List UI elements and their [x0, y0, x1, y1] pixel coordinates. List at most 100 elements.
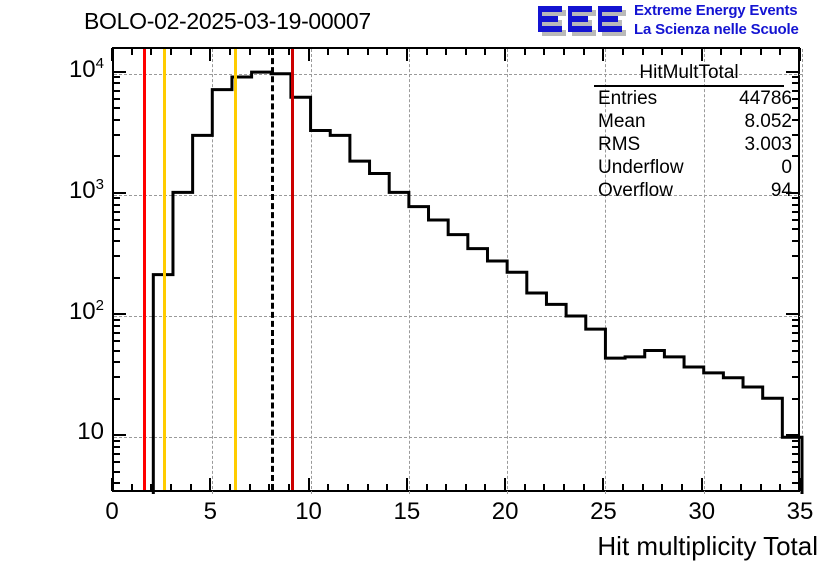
y-tick-minor-right: [792, 89, 799, 92]
x-tick-minor: [641, 484, 644, 491]
marker-line-gold-high: [233, 49, 237, 490]
stats-row-name: Underflow: [598, 157, 684, 178]
x-tick-major-top: [209, 48, 212, 61]
eee-logo: Extreme Energy Events La Scienza nelle S…: [536, 2, 836, 42]
x-tick-major-top: [700, 48, 703, 61]
x-tick-minor-top: [740, 48, 743, 55]
stats-box-title: HitMultTotal: [594, 62, 784, 87]
x-tick-minor: [740, 484, 743, 491]
page-title: BOLO-02-2025-03-19-00007: [84, 8, 371, 34]
y-tick-minor: [113, 376, 120, 379]
stats-row: RMS 3.003: [598, 134, 792, 157]
x-tick-minor-top: [582, 48, 585, 55]
x-tick-minor: [543, 484, 546, 491]
x-tick-label: 35: [786, 498, 814, 525]
stats-row-name: Mean: [598, 111, 646, 132]
y-tick-minor: [113, 218, 120, 221]
x-tick-minor: [150, 484, 153, 491]
y-tick-minor: [113, 318, 120, 321]
x-tick-major: [307, 478, 310, 491]
y-tick-minor: [113, 228, 120, 231]
x-tick-major: [700, 478, 703, 491]
x-tick-minor-top: [346, 48, 349, 55]
y-tick-minor-right: [792, 361, 799, 364]
x-tick-minor-top: [268, 48, 271, 55]
gridline-vertical: [310, 49, 312, 494]
stats-box: HitMultTotal Entries 44786 Mean 8.052 RMS 3.0…: [594, 62, 800, 206]
x-tick-minor: [681, 484, 684, 491]
x-tick-minor: [622, 484, 625, 491]
x-tick-label: 10: [295, 498, 322, 525]
x-tick-minor-top: [563, 48, 566, 55]
y-tick-minor-right: [792, 134, 799, 137]
y-tick-minor: [113, 276, 120, 279]
x-tick-minor-top: [779, 48, 782, 55]
y-tick-minor: [113, 324, 120, 327]
eee-logo-text: Extreme Energy Events La Scienza nelle S…: [634, 2, 836, 40]
x-tick-major-top: [799, 48, 801, 61]
x-tick-minor: [661, 484, 664, 491]
x-tick-major-top: [405, 48, 408, 61]
x-tick-minor: [287, 484, 290, 491]
x-tick-minor-top: [130, 48, 133, 55]
x-tick-minor-top: [248, 48, 251, 55]
y-tick-minor-right: [792, 82, 799, 85]
y-tick-minor: [113, 197, 120, 200]
stats-row: Entries 44786: [598, 88, 792, 111]
y-tick-minor: [113, 118, 120, 121]
y-tick-minor: [113, 339, 120, 342]
y-tick-minor: [113, 82, 120, 85]
y-tick-minor: [113, 255, 120, 258]
y-tick-minor-right: [792, 240, 799, 243]
x-tick-minor-top: [287, 48, 290, 55]
eee-logo-icon: [538, 6, 626, 36]
y-tick-minor-right: [792, 461, 799, 464]
stats-row-value: 3.003: [744, 134, 792, 155]
x-tick-major: [799, 478, 801, 491]
y-tick-minor: [113, 240, 120, 243]
marker-line-red-low: [143, 49, 147, 490]
x-tick-minor-top: [464, 48, 467, 55]
x-tick-major-top: [602, 48, 605, 61]
x-tick-minor: [582, 484, 585, 491]
x-axis-title: Hit multiplicity Total: [597, 531, 818, 561]
x-tick-minor: [169, 484, 172, 491]
y-tick-minor-right: [792, 118, 799, 121]
y-tick-major: [113, 191, 126, 194]
x-tick-minor: [484, 484, 487, 491]
x-tick-label: 20: [491, 498, 519, 525]
y-tick-minor-right: [792, 203, 799, 206]
eee-logo-mark: [536, 4, 628, 36]
x-tick-minor: [523, 484, 526, 491]
y-tick-label: 10: [77, 418, 104, 446]
x-tick-major: [405, 478, 408, 491]
y-tick-minor-right: [792, 445, 799, 448]
gridline-vertical: [408, 49, 410, 494]
stats-row-value: 44786: [739, 88, 792, 109]
x-tick-minor: [720, 484, 723, 491]
y-tick-minor: [113, 482, 120, 485]
y-tick-minor: [113, 89, 120, 92]
gridline-vertical: [703, 49, 705, 494]
y-tick-label: 104: [68, 54, 104, 83]
x-tick-major: [504, 478, 507, 491]
y-tick-minor-right: [792, 155, 799, 158]
stats-row-value: 94: [770, 180, 792, 201]
y-tick-minor: [113, 134, 120, 137]
y-tick-minor-right: [792, 376, 799, 379]
histogram-step-line: [151, 70, 804, 494]
y-tick-minor-right: [792, 349, 799, 352]
y-tick-minor-right: [792, 255, 799, 258]
y-tick-minor-right: [792, 482, 799, 485]
y-tick-minor: [113, 445, 120, 448]
x-tick-minor-top: [366, 48, 369, 55]
x-tick-minor: [563, 484, 566, 491]
x-tick-minor: [130, 484, 133, 491]
y-tick-minor-right: [792, 324, 799, 327]
y-tick-minor-right: [792, 218, 799, 221]
x-tick-minor-top: [189, 48, 192, 55]
gridline-vertical: [802, 49, 803, 494]
x-tick-minor: [346, 484, 349, 491]
x-tick-minor: [425, 484, 428, 491]
